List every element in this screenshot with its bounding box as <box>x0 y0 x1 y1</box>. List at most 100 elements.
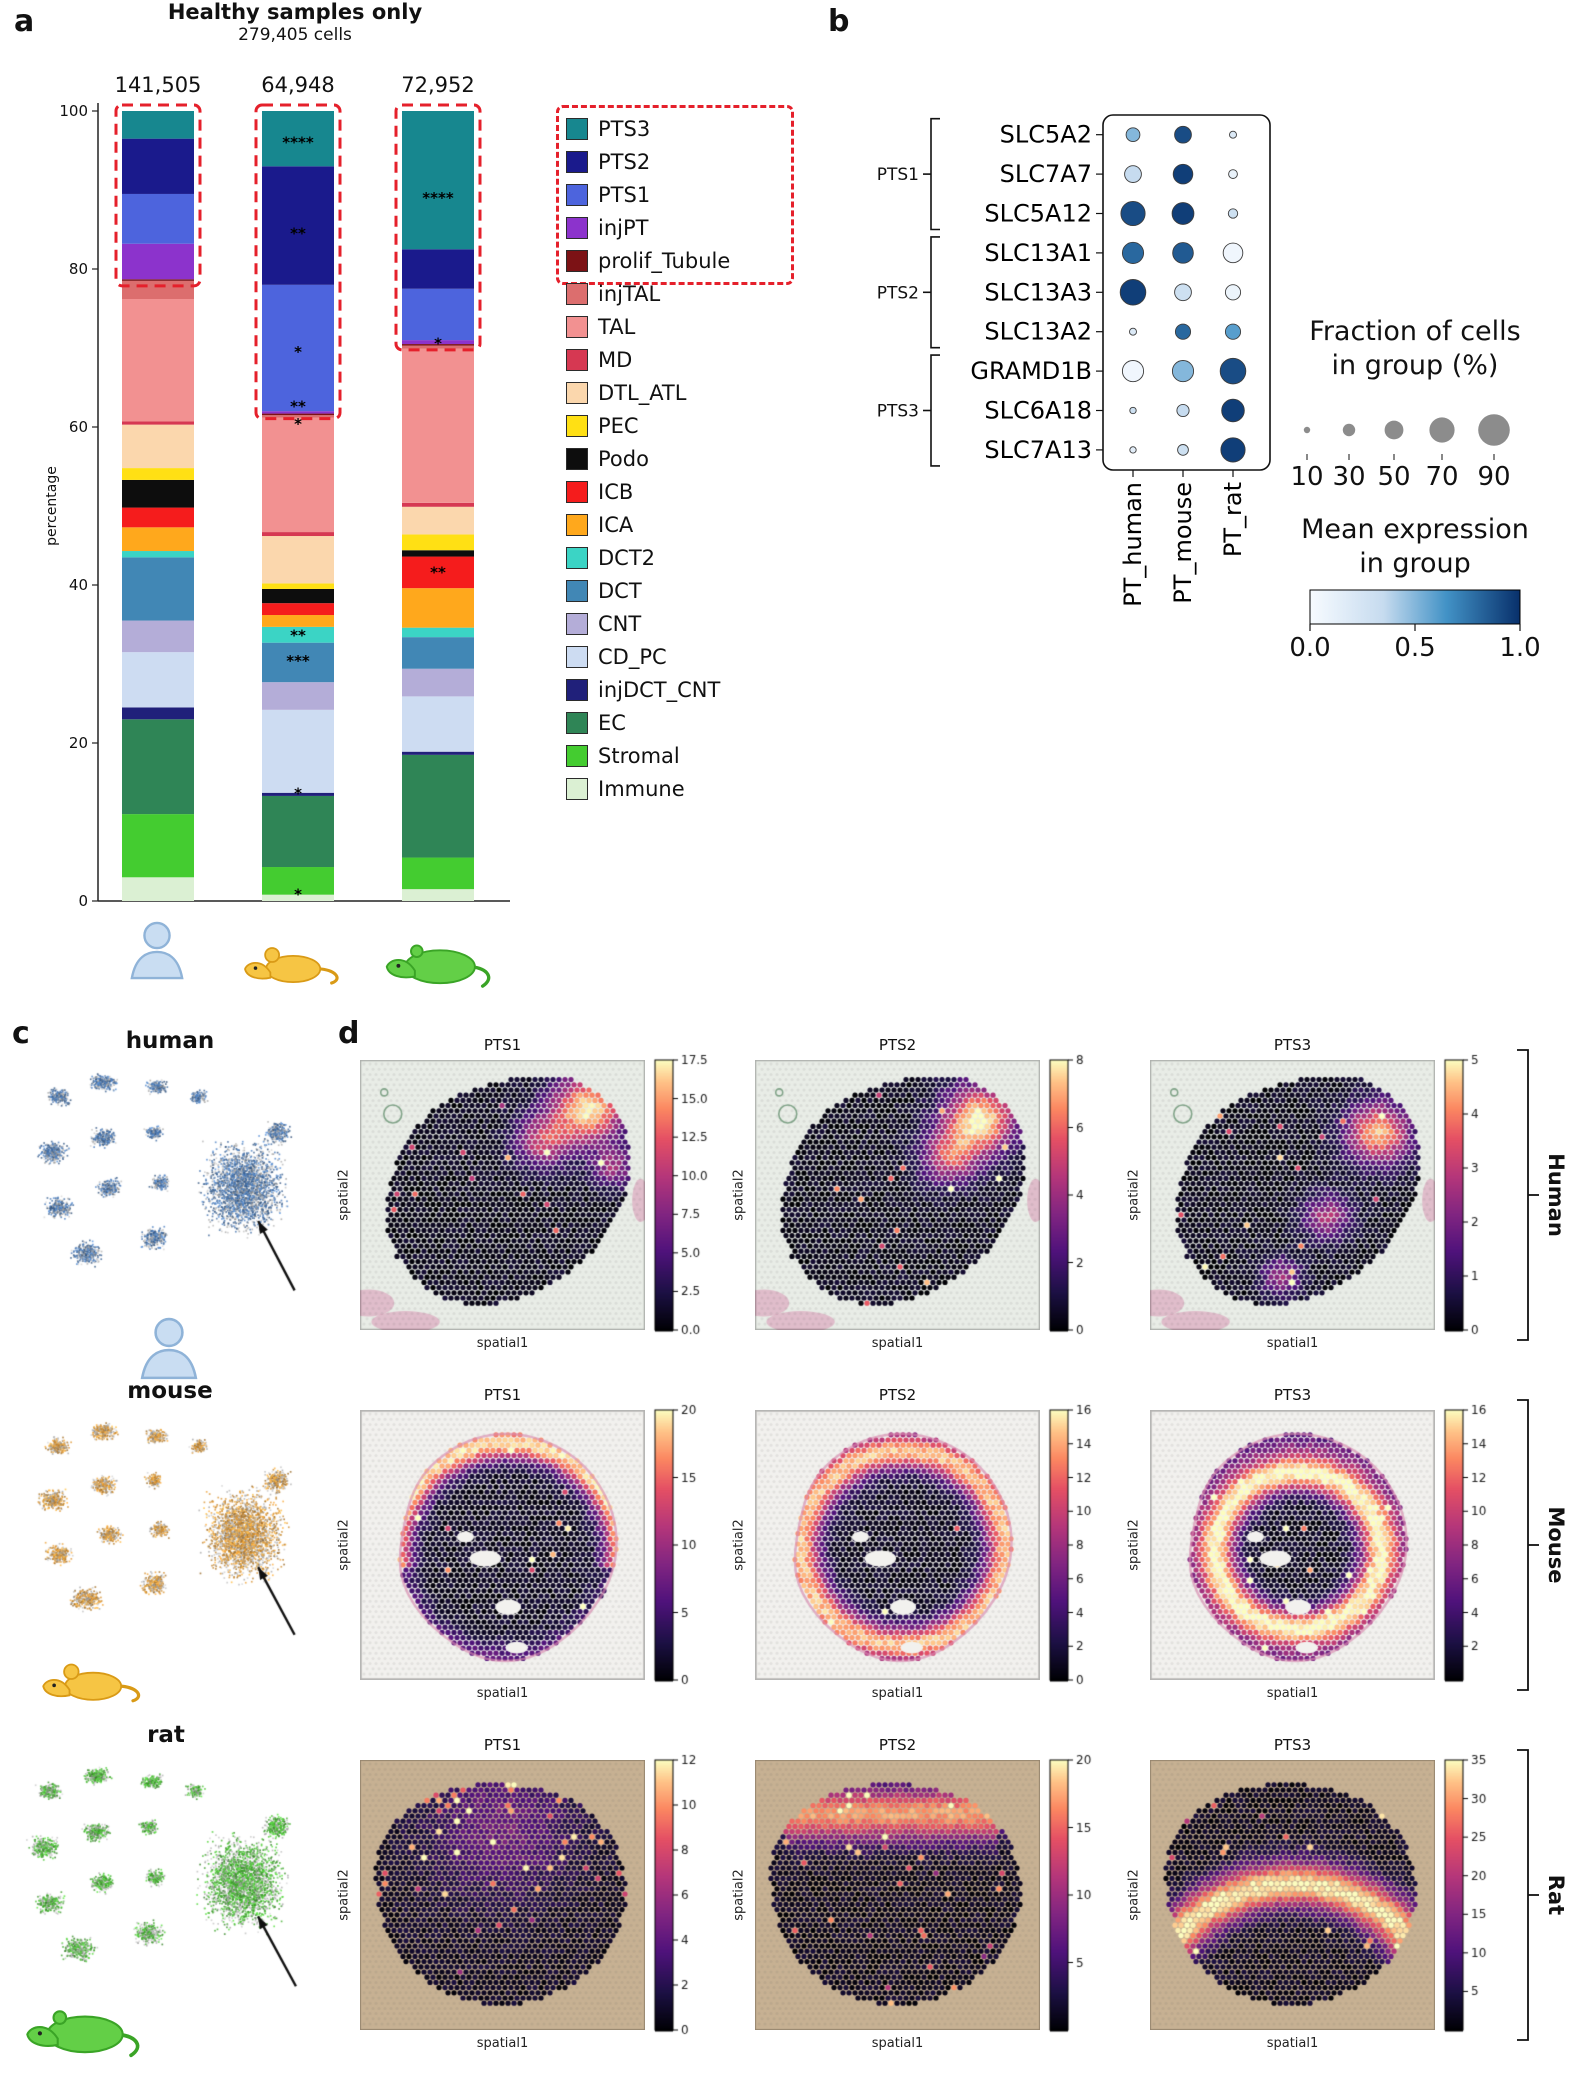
spatial-xlabel: spatial1 <box>871 1336 924 1351</box>
spatial-canvas-Mouse-PTS2 <box>755 1410 1040 1680</box>
legend-swatch <box>566 744 588 767</box>
spatial-xlabel: spatial1 <box>1266 1336 1319 1351</box>
gene-label: GRAMD1B <box>970 357 1092 385</box>
spatial-title: PTS3 <box>1273 1386 1312 1404</box>
y-tick-label: 60 <box>69 418 88 436</box>
legend-label: PTS3 <box>598 116 651 141</box>
spatial-canvas-Human-PTS2 <box>755 1060 1040 1330</box>
legend-swatch <box>566 150 588 173</box>
legend-label: DCT2 <box>598 545 656 570</box>
bar-segment-DCT <box>262 642 334 683</box>
y-tick-label: 40 <box>69 576 88 594</box>
bar-segment-PTS1 <box>262 284 334 412</box>
gene-label: SLC6A18 <box>984 397 1092 425</box>
spatial-canvas-Human-PTS1 <box>360 1060 645 1330</box>
panel-c-label: c <box>12 1016 30 1051</box>
size-legend-dot <box>1384 420 1404 440</box>
legend-item: prolif_Tubule <box>566 244 806 277</box>
legend-item: Immune <box>566 772 806 805</box>
species-bracket <box>1514 1398 1542 1692</box>
legend-label: ICB <box>598 479 634 504</box>
colorbar-tick: 0.0 <box>1289 633 1330 663</box>
umap-title-human: human <box>125 1028 215 1054</box>
group-bracket <box>930 236 940 349</box>
legend-label: PEC <box>598 413 639 438</box>
legend-item: DCT <box>566 574 806 607</box>
expression-dot <box>1221 398 1245 423</box>
legend-swatch <box>566 645 588 668</box>
spatial-title: PTS1 <box>483 1036 522 1054</box>
panel-a-title: Healthy samples only <box>167 0 423 24</box>
legend-item: PTS2 <box>566 145 806 178</box>
bar-segment-ICA <box>402 588 474 628</box>
spatial-colorbar <box>1048 1398 1108 1692</box>
bar-segment-EC <box>262 795 334 868</box>
svg-text:in group (%): in group (%) <box>1332 350 1499 381</box>
pt-highlight-box <box>394 103 482 352</box>
expression-dot <box>1171 360 1195 383</box>
expression-dot <box>1124 165 1142 183</box>
svg-text:in group: in group <box>1359 548 1471 579</box>
spatial-ylabel: spatial2 <box>731 1869 747 1921</box>
legend-label: injDCT_CNT <box>598 677 721 702</box>
spatial-title: PTS2 <box>878 1036 917 1054</box>
y-tick-label: 100 <box>59 102 88 120</box>
bar-segment-DCT <box>402 637 474 669</box>
expression-dot <box>1125 127 1141 143</box>
bar-segment-PEC <box>402 534 474 551</box>
gene-dotplot: SLC5A2 SLC7A7 SLC5A12 SLC13A1 SLC13A3 SLC13A2… <box>877 114 1541 663</box>
spatial-ylabel: spatial2 <box>1126 1519 1142 1571</box>
bar-segment-DCT2 <box>122 551 194 558</box>
species-row-label: Rat <box>1544 1874 1568 1916</box>
bar-segment-PTS1 <box>402 288 474 341</box>
pt-highlight-box <box>254 103 342 421</box>
pt-highlight-box <box>114 103 202 288</box>
bar-total: 141,505 <box>115 73 202 97</box>
umap-canvas-mouse <box>30 1406 310 1652</box>
legend-label: injPT <box>598 215 649 240</box>
bar-segment-Stromal <box>262 867 334 895</box>
size-legend-dot <box>1429 417 1455 443</box>
significance-star: *** <box>286 652 310 670</box>
size-legend-dot <box>1478 414 1510 446</box>
bar-segment-ICA <box>122 527 194 552</box>
group-label: PTS1 <box>877 165 919 185</box>
colorbar-tick: 1.0 <box>1499 633 1540 663</box>
expression-dot <box>1172 163 1194 185</box>
legend-swatch <box>566 348 588 371</box>
bar-segment-Podo <box>262 588 334 604</box>
spatial-ylabel: spatial2 <box>336 1169 352 1221</box>
legend-item: Stromal <box>566 739 806 772</box>
expression-dot <box>1172 242 1194 264</box>
bar-segment-injTAL <box>122 280 194 300</box>
bar-segment-PEC <box>122 468 194 480</box>
legend-item: EC <box>566 706 806 739</box>
expression-dot <box>1224 284 1242 301</box>
bar-segment-Stromal <box>122 814 194 878</box>
human-icon <box>138 1316 200 1382</box>
legend-swatch <box>566 381 588 404</box>
spatial-xlabel: spatial1 <box>476 2036 529 2051</box>
significance-star: ** <box>290 224 306 242</box>
significance-star: * <box>294 343 302 361</box>
umap-canvas-human <box>30 1056 310 1308</box>
legend-label: injTAL <box>598 281 661 306</box>
spatial-xlabel: spatial1 <box>476 1686 529 1701</box>
bar-segment-PTS3 <box>262 111 334 167</box>
spatial-xlabel: spatial1 <box>1266 1686 1319 1701</box>
bar-total: 72,952 <box>401 73 474 97</box>
bar-total: 64,948 <box>261 73 334 97</box>
legend-label: DTL_ATL <box>598 380 687 405</box>
bar-segment-DTL_ATL <box>262 536 334 584</box>
bar-segment-DCT2 <box>262 626 334 643</box>
bar-segment-injDCT_CNT <box>122 707 194 720</box>
legend-label: TAL <box>598 314 636 339</box>
expression-dot <box>1177 444 1189 456</box>
expression-dot <box>1219 357 1247 385</box>
legend-swatch <box>566 546 588 569</box>
legend-item: PTS1 <box>566 178 806 211</box>
spatial-title: PTS1 <box>483 1736 522 1754</box>
umap-title-rat: rat <box>147 1722 185 1748</box>
bar-segment-DCT <box>122 557 194 621</box>
y-axis-label: percentage <box>44 466 60 546</box>
